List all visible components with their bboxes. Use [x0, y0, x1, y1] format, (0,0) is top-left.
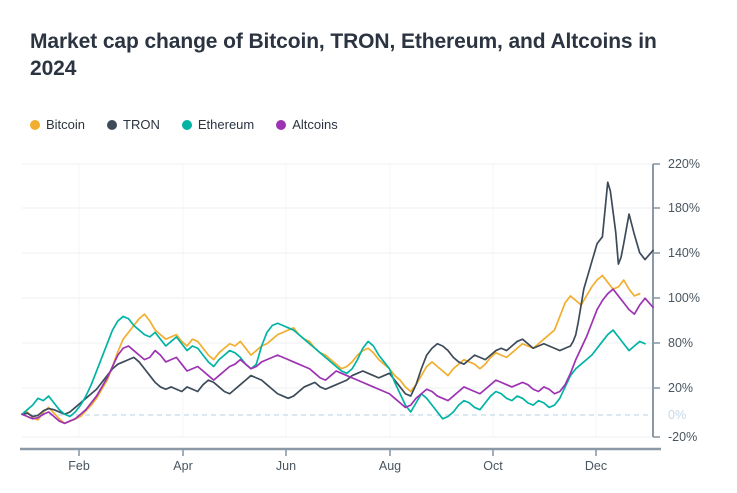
legend-label-tron: TRON — [123, 117, 160, 132]
legend-label-altcoins: Altcoins — [292, 117, 338, 132]
y-axis-label-100: 100% — [668, 291, 700, 305]
legend-item-bitcoin[interactable]: Bitcoin — [30, 117, 85, 132]
legend-dot-tron — [107, 119, 118, 130]
legend-item-ethereum[interactable]: Ethereum — [181, 117, 255, 132]
y-axis-label-60: 80% — [668, 336, 694, 350]
x-axis-label-oct: Oct — [483, 459, 503, 473]
y-axis-label-20: 20% — [668, 381, 694, 395]
chart-legend: Bitcoin TRON Ethereum Altcoins — [30, 117, 338, 132]
series-line-bitcoin[interactable] — [21, 274, 641, 425]
x-axis-label-dec: Dec — [584, 459, 608, 473]
y-axis-label-140: 140% — [668, 246, 700, 260]
x-axis-label-feb: Feb — [68, 459, 90, 473]
page-title: Market cap change of Bitcoin, TRON, Ethe… — [30, 30, 657, 80]
x-axis-label-aug: Aug — [378, 459, 402, 473]
legend-dot-altcoins — [276, 119, 287, 130]
series-line-tron[interactable] — [21, 181, 654, 418]
series-line-altcoins[interactable] — [21, 288, 654, 425]
legend-dot-bitcoin — [30, 119, 40, 130]
legend-dot-ethereum — [181, 119, 192, 130]
y-axis-label-220: 220% — [668, 157, 700, 171]
x-axis-label-jun: Jun — [275, 459, 297, 473]
y-axis-label--20: -20% — [668, 430, 698, 444]
series-line-ethereum[interactable] — [21, 315, 646, 420]
legend-item-altcoins[interactable]: Altcoins — [276, 117, 338, 132]
legend-item-tron[interactable]: TRON — [107, 117, 160, 132]
legend-label-ethereum: Ethereum — [197, 117, 255, 132]
legend-label-bitcoin: Bitcoin — [46, 117, 86, 132]
y-axis-label-0: 0% — [668, 408, 687, 422]
x-axis-label-apr: Apr — [173, 459, 193, 473]
y-axis-label-180: 180% — [668, 201, 700, 215]
